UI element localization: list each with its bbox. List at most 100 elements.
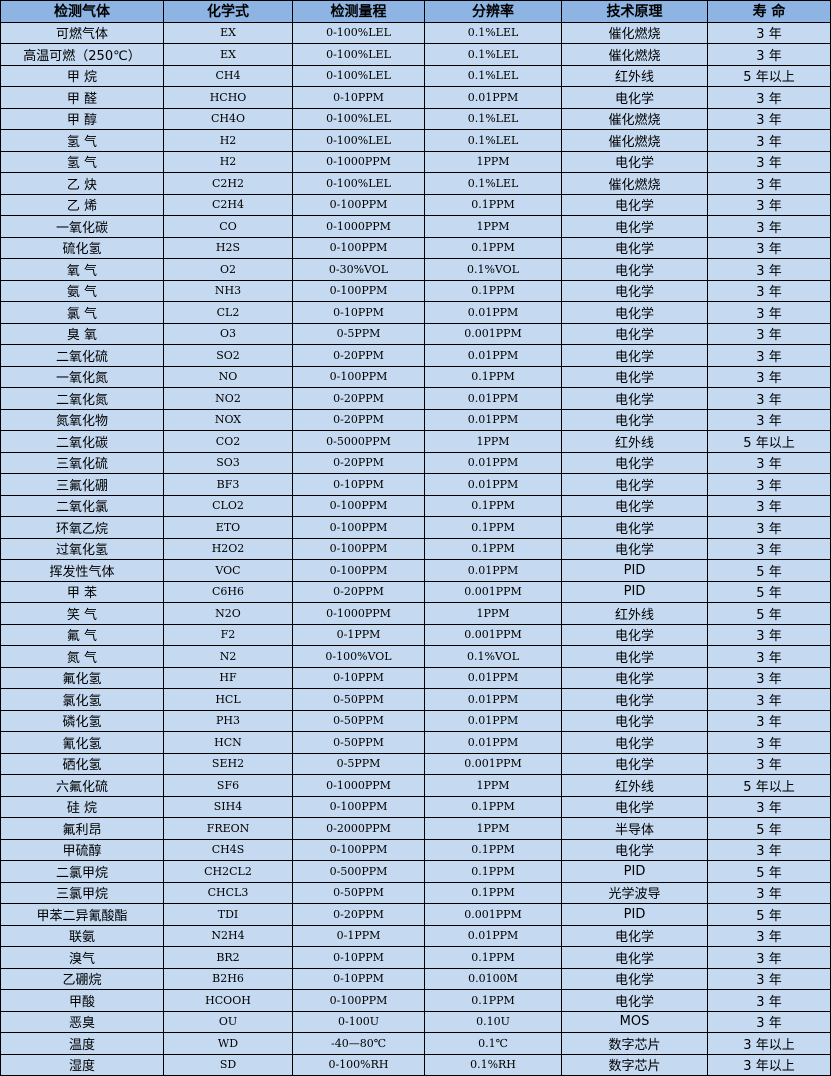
cell-lifespan: 3 年 (707, 107, 831, 130)
cell-range: 0-100%RH (292, 1053, 425, 1076)
cell-lifespan: 3 年 (707, 967, 831, 990)
header-row: 检测气体 化学式 检测量程 分辨率 技术原理寿 命 (0, 0, 831, 23)
cell-range: 0-100PPM (292, 236, 425, 259)
cell-formula: H2S (163, 236, 293, 259)
cell-range: 0-100PPM (292, 494, 425, 517)
cell-formula: H2O2 (163, 537, 293, 560)
cell-gas: 甲硫醇 (0, 838, 164, 861)
cell-formula: VOC (163, 559, 293, 582)
cell-range: 0-10PPM (292, 301, 425, 324)
cell-resolution: 0.01PPM (424, 86, 562, 109)
cell-lifespan: 3 年 (707, 301, 831, 324)
cell-range: 0-100PPM (292, 795, 425, 818)
cell-lifespan: 3 年 (707, 924, 831, 947)
table-row: 臭 氧 O3 0-5PPM 0.001PPM 电化学 3 年 (0, 322, 831, 345)
cell-resolution: 0.1PPM (424, 860, 562, 883)
cell-gas: 氧 气 (0, 258, 164, 281)
cell-lifespan: 3 年以上 (707, 1032, 831, 1055)
cell-gas: 氢 气 (0, 129, 164, 152)
cell-formula: NO2 (163, 387, 293, 410)
cell-resolution: 1PPM (424, 215, 562, 238)
cell-gas: 乙 烯 (0, 193, 164, 216)
table-row: 乙 炔 C2H2 0-100%LEL 0.1%LEL 催化燃烧 3 年 (0, 172, 831, 195)
cell-gas: 氯 气 (0, 301, 164, 324)
cell-lifespan: 3 年 (707, 236, 831, 259)
table-row: 氯化氢 HCL 0-50PPM 0.01PPM 电化学 3 年 (0, 688, 831, 711)
cell-resolution: 0.10U (424, 1010, 562, 1033)
cell-range: 0-20PPM (292, 344, 425, 367)
header-formula: 化学式 (163, 0, 293, 23)
cell-resolution: 0.1PPM (424, 193, 562, 216)
table-row: 氨 气 NH3 0-100PPM 0.1PPM 电化学 3 年 (0, 279, 831, 302)
header-resolution: 分辨率 (424, 0, 562, 23)
cell-resolution: 0.01PPM (424, 408, 562, 431)
table-row: 甲 醇 CH4O 0-100%LEL 0.1%LEL 催化燃烧 3 年 (0, 107, 831, 130)
table-row: 甲苯二异氰酸酯 TDI 0-20PPM 0.001PPM PID 5 年 (0, 903, 831, 926)
cell-formula: B2H6 (163, 967, 293, 990)
cell-range: 0-1000PPM (292, 215, 425, 238)
cell-range: 0-30%VOL (292, 258, 425, 281)
cell-formula: CL2 (163, 301, 293, 324)
table-row: 高温可燃（250℃） EX 0-100%LEL 0.1%LEL 催化燃烧 3 年 (0, 43, 831, 66)
cell-lifespan: 3 年 (707, 215, 831, 238)
cell-range: 0-50PPM (292, 731, 425, 754)
cell-resolution: 0.1PPM (424, 516, 562, 539)
cell-range: 0-5PPM (292, 322, 425, 345)
cell-gas: 氯化氢 (0, 688, 164, 711)
cell-gas: 三氯甲烷 (0, 881, 164, 904)
cell-gas: 湿度 (0, 1053, 164, 1076)
cell-principle: 电化学 (561, 236, 708, 259)
cell-formula: H2 (163, 150, 293, 173)
cell-principle: 电化学 (561, 645, 708, 668)
cell-lifespan: 5 年 (707, 903, 831, 926)
cell-range: 0-100PPM (292, 279, 425, 302)
table-row: 乙 烯 C2H4 0-100PPM 0.1PPM 电化学 3 年 (0, 193, 831, 216)
cell-gas: 氰化氢 (0, 731, 164, 754)
table-row: 二氧化氮 NO2 0-20PPM 0.01PPM 电化学 3 年 (0, 387, 831, 410)
cell-range: 0-1000PPM (292, 774, 425, 797)
cell-formula: ETO (163, 516, 293, 539)
cell-principle: PID (561, 580, 708, 603)
table-row: 硫化氢 H2S 0-100PPM 0.1PPM 电化学 3 年 (0, 236, 831, 259)
cell-resolution: 0.1PPM (424, 494, 562, 517)
cell-lifespan: 3 年 (707, 279, 831, 302)
cell-principle: 电化学 (561, 365, 708, 388)
cell-principle: 电化学 (561, 666, 708, 689)
cell-principle: 催化燃烧 (561, 43, 708, 66)
cell-formula: PH3 (163, 709, 293, 732)
cell-lifespan: 5 年 (707, 580, 831, 603)
cell-principle: 电化学 (561, 989, 708, 1012)
table-row: 氟 气 F2 0-1PPM 0.001PPM 电化学 3 年 (0, 623, 831, 646)
table-row: 硒化氢 SEH2 0-5PPM 0.001PPM 电化学 3 年 (0, 752, 831, 775)
cell-formula: SIH4 (163, 795, 293, 818)
cell-resolution: 0.01PPM (424, 344, 562, 367)
table-row: 氟化氢 HF 0-10PPM 0.01PPM 电化学 3 年 (0, 666, 831, 689)
cell-gas: 乙 炔 (0, 172, 164, 195)
cell-gas: 恶臭 (0, 1010, 164, 1033)
cell-lifespan: 3 年 (707, 86, 831, 109)
cell-lifespan: 3 年 (707, 322, 831, 345)
cell-range: 0-1000PPM (292, 150, 425, 173)
cell-formula: CHCL3 (163, 881, 293, 904)
cell-range: 0-50PPM (292, 688, 425, 711)
cell-resolution: 0.001PPM (424, 752, 562, 775)
cell-gas: 联氨 (0, 924, 164, 947)
cell-lifespan: 3 年 (707, 150, 831, 173)
table-row: 过氧化氢 H2O2 0-100PPM 0.1PPM 电化学 3 年 (0, 537, 831, 560)
cell-gas: 三氧化硫 (0, 451, 164, 474)
header-gas: 检测气体 (0, 0, 164, 23)
cell-range: 0-50PPM (292, 881, 425, 904)
cell-range: 0-100%LEL (292, 21, 425, 44)
table-row: 可燃气体 EX 0-100%LEL 0.1%LEL 催化燃烧 3 年 (0, 21, 831, 44)
cell-lifespan: 3 年 (707, 645, 831, 668)
cell-resolution: 1PPM (424, 817, 562, 840)
cell-range: 0-100%LEL (292, 43, 425, 66)
table-row: 溴气 BR2 0-10PPM 0.1PPM 电化学 3 年 (0, 946, 831, 969)
cell-lifespan: 3 年 (707, 946, 831, 969)
cell-principle: 电化学 (561, 150, 708, 173)
cell-lifespan: 3 年 (707, 365, 831, 388)
cell-range: 0-1PPM (292, 623, 425, 646)
table-row: 甲 醛 HCHO 0-10PPM 0.01PPM 电化学 3 年 (0, 86, 831, 109)
cell-range: 0-100PPM (292, 537, 425, 560)
cell-formula: N2 (163, 645, 293, 668)
